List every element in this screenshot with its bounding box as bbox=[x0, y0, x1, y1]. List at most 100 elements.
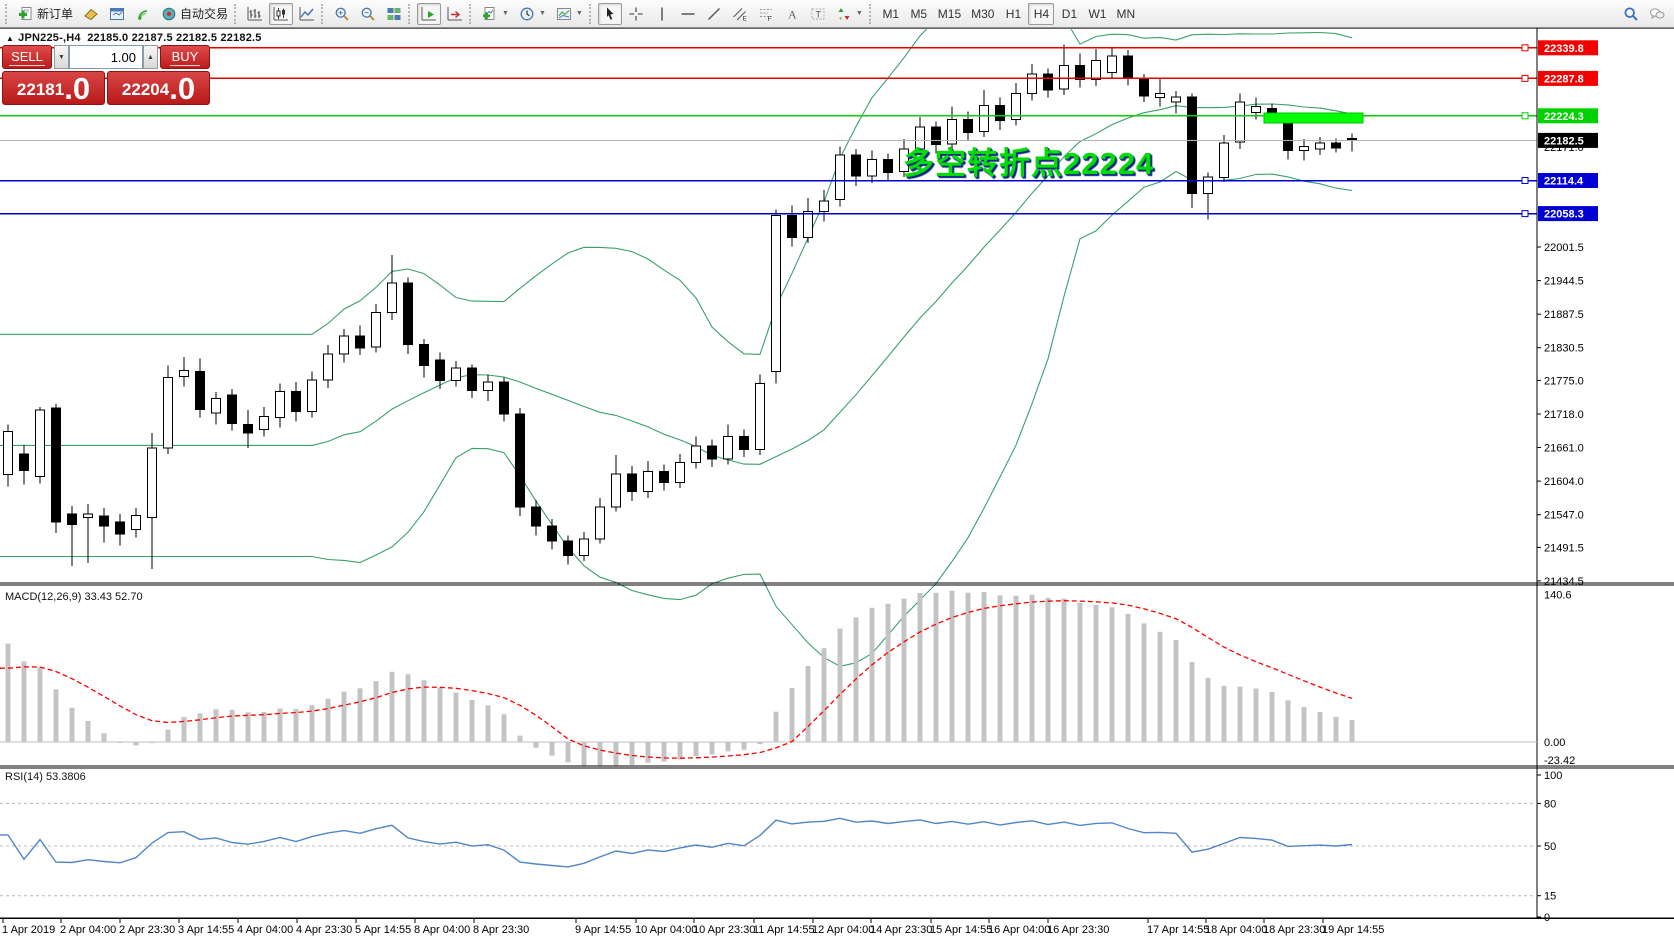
tf-m5-label: M5 bbox=[910, 6, 928, 21]
line-chart-button[interactable] bbox=[295, 3, 319, 25]
tf-h1-label: H1 bbox=[1005, 6, 1022, 21]
toolbar-group-scroll bbox=[416, 1, 468, 27]
time-scale[interactable]: 1 Apr 2019 2 Apr 04:00 2 Apr 23:30 3 Apr 14… bbox=[2, 918, 1384, 936]
collapse-panel-icon[interactable]: ▲ bbox=[6, 34, 15, 43]
tf-w1-label: W1 bbox=[1088, 6, 1107, 21]
tf-m15-label: M15 bbox=[937, 6, 962, 21]
cursor-button[interactable] bbox=[597, 2, 622, 25]
vline-button[interactable] bbox=[650, 3, 674, 25]
svg-text:19 Apr 14:55: 19 Apr 14:55 bbox=[1322, 924, 1384, 936]
svg-text:22287.8: 22287.8 bbox=[1544, 73, 1584, 85]
svg-text:4 Apr 23:30: 4 Apr 23:30 bbox=[296, 924, 352, 936]
label-button[interactable]: T bbox=[806, 3, 830, 25]
bar-chart-button[interactable] bbox=[243, 3, 267, 25]
tf-m30[interactable]: M30 bbox=[967, 3, 998, 25]
tf-m5[interactable]: M5 bbox=[906, 3, 932, 25]
toolbar-grip bbox=[868, 3, 874, 24]
clock-icon bbox=[519, 6, 535, 22]
tf-m1[interactable]: M1 bbox=[878, 3, 904, 25]
templates-button[interactable]: ▼ bbox=[552, 3, 587, 25]
periods-button[interactable]: ▼ bbox=[515, 3, 550, 25]
svg-text:22001.5: 22001.5 bbox=[1544, 242, 1584, 254]
svg-text:5 Apr 14:55: 5 Apr 14:55 bbox=[355, 924, 411, 936]
tf-d1[interactable]: D1 bbox=[1056, 3, 1082, 25]
price-tag: 22287.8 bbox=[1538, 70, 1598, 86]
trendline-button[interactable] bbox=[702, 3, 726, 25]
text-button[interactable]: A bbox=[780, 3, 804, 25]
svg-text:22339.8: 22339.8 bbox=[1544, 43, 1584, 55]
channel-icon: E bbox=[732, 6, 748, 22]
svg-text:16 Apr 23:30: 16 Apr 23:30 bbox=[1047, 924, 1109, 936]
macd-indicator-label: MACD(12,26,9) 33.43 52.70 bbox=[5, 591, 143, 603]
volume-decrease-button[interactable]: ▼ bbox=[54, 45, 69, 69]
sell-button[interactable]: SELL bbox=[2, 45, 52, 69]
chart-text-annotation[interactable]: 多空转折点22224 bbox=[903, 146, 1155, 181]
buy-price-display[interactable]: 22204.0 bbox=[107, 71, 210, 105]
buy-button[interactable]: BUY bbox=[160, 45, 210, 69]
dropdown-arrow-icon[interactable]: ▼ bbox=[538, 10, 546, 17]
chart-shift-button[interactable] bbox=[443, 3, 467, 25]
tf-w1[interactable]: W1 bbox=[1084, 3, 1110, 25]
svg-text:12 Apr 04:00: 12 Apr 04:00 bbox=[812, 924, 874, 936]
dropdown-arrow-icon[interactable]: ▼ bbox=[855, 10, 863, 17]
candlestick-button[interactable] bbox=[269, 2, 294, 25]
tf-h4[interactable]: H4 bbox=[1028, 2, 1055, 25]
chart-profile-button[interactable] bbox=[79, 3, 103, 25]
line-chart-icon bbox=[299, 6, 315, 22]
tf-m30-label: M30 bbox=[971, 6, 995, 21]
svg-text:21661.0: 21661.0 bbox=[1544, 443, 1584, 455]
svg-text:18 Apr 23:30: 18 Apr 23:30 bbox=[1263, 924, 1325, 936]
zoom-in-icon bbox=[334, 6, 350, 22]
price-scale[interactable]: 22001.5 21944.5 21887.5 21830.5 21775.0 21718… bbox=[1537, 40, 1598, 924]
hline-button[interactable] bbox=[676, 3, 700, 25]
signals-button[interactable] bbox=[131, 3, 155, 25]
tf-mn[interactable]: MN bbox=[1112, 3, 1139, 25]
svg-text:8 Apr 04:00: 8 Apr 04:00 bbox=[414, 924, 470, 936]
auto-scroll-button[interactable] bbox=[417, 2, 442, 25]
hline-icon bbox=[680, 6, 696, 22]
chat-button[interactable] bbox=[1645, 3, 1669, 25]
fibonacci-button[interactable]: F bbox=[754, 3, 778, 25]
autotrade-button[interactable]: 自动交易 bbox=[157, 3, 232, 25]
symbol-ohlc: 22185.0 22187.5 22182.5 22182.5 bbox=[87, 32, 262, 44]
price-tag: 22058.3 bbox=[1538, 206, 1598, 222]
toolbar: 新订单 自动交易 ▼ ▼ ▼ E F A T ▼ M1 M5 M15 M30 H1 H4 D1 W1 MN bbox=[0, 0, 1674, 28]
svg-text:22182.5: 22182.5 bbox=[1544, 135, 1584, 147]
new-order-button[interactable]: 新订单 bbox=[14, 3, 77, 25]
svg-text:140.6: 140.6 bbox=[1544, 590, 1572, 602]
toolbar-group-orders: 新订单 自动交易 bbox=[13, 1, 233, 27]
candlestick-icon bbox=[273, 6, 289, 22]
svg-text:8 Apr 23:30: 8 Apr 23:30 bbox=[473, 924, 529, 936]
dropdown-arrow-icon[interactable]: ▼ bbox=[502, 10, 509, 17]
indicators-button[interactable]: ▼ bbox=[478, 3, 513, 25]
zoom-in-button[interactable] bbox=[330, 3, 354, 25]
price-tag: 22114.4 bbox=[1538, 173, 1598, 188]
toolbar-grip bbox=[234, 3, 239, 24]
search-button[interactable] bbox=[1619, 3, 1643, 25]
tf-m15[interactable]: M15 bbox=[934, 3, 965, 25]
svg-text:21887.5: 21887.5 bbox=[1544, 309, 1584, 321]
crosshair-icon bbox=[628, 6, 644, 22]
tile-windows-button[interactable] bbox=[382, 3, 406, 25]
highlight-rectangle[interactable] bbox=[1263, 112, 1364, 124]
arrows-button[interactable]: ▼ bbox=[832, 3, 867, 25]
crosshair-button[interactable] bbox=[624, 3, 648, 25]
volume-increase-button[interactable]: ▲ bbox=[143, 45, 158, 69]
zoom-out-icon bbox=[360, 6, 376, 22]
data-window-button[interactable] bbox=[105, 3, 129, 25]
svg-text:21775.0: 21775.0 bbox=[1544, 375, 1584, 387]
candles-layer bbox=[3, 44, 1357, 569]
tf-h1[interactable]: H1 bbox=[1000, 3, 1026, 25]
zoom-out-button[interactable] bbox=[356, 3, 380, 25]
macd-pane bbox=[0, 590, 1537, 766]
svg-text:100: 100 bbox=[1544, 770, 1562, 782]
price-tag: 22224.3 bbox=[1538, 108, 1598, 124]
chart-window[interactable]: 22001.5 21944.5 21887.5 21830.5 21775.0 21718… bbox=[0, 28, 1674, 947]
dropdown-arrow-icon[interactable]: ▼ bbox=[575, 10, 583, 17]
chart-canvas[interactable]: 22001.5 21944.5 21887.5 21830.5 21775.0 21718… bbox=[0, 28, 1674, 947]
svg-text:15: 15 bbox=[1544, 891, 1556, 903]
volume-input[interactable] bbox=[69, 45, 143, 69]
svg-text:15 Apr 14:55: 15 Apr 14:55 bbox=[930, 924, 992, 936]
sell-price-display[interactable]: 22181.0 bbox=[2, 71, 105, 105]
channel-button[interactable]: E bbox=[728, 3, 752, 25]
